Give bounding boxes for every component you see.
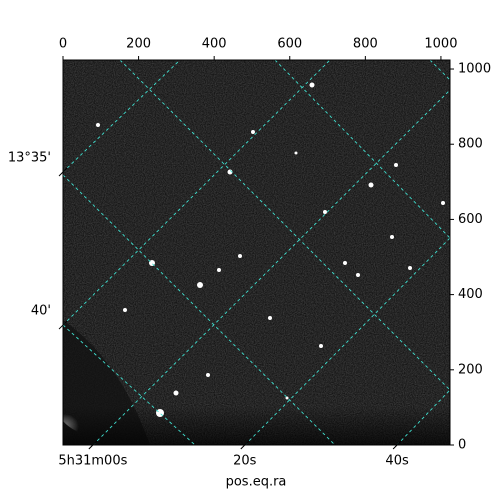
ra-tick (392, 440, 402, 450)
y-tick-label: 1000 (458, 62, 491, 77)
y-tick-label: 800 (458, 137, 483, 152)
x-tick-label: 1000 (424, 37, 457, 52)
sky-image (63, 60, 450, 445)
y-tick-label: 0 (458, 438, 466, 453)
y-tick-label: 200 (458, 362, 483, 377)
x-tick-label: 400 (202, 37, 227, 52)
ra-tick (240, 440, 250, 450)
y-tick-label: 400 (458, 287, 483, 302)
ra-tick-label: 20s (233, 454, 257, 469)
dec-tick-label: 40' (31, 304, 51, 319)
y-tick-label: 600 (458, 212, 483, 227)
x-tick-label: 600 (277, 37, 302, 52)
ra-tick (88, 440, 98, 450)
x-tick-label: 200 (126, 37, 151, 52)
ra-tick-label: 40s (385, 454, 409, 469)
coordinate-grid (63, 60, 450, 445)
x-tick-label: 800 (353, 37, 378, 52)
x-axis-label: pos.eq.ra (226, 475, 287, 490)
dec-tick (58, 320, 68, 330)
x-tick-label: 0 (59, 37, 67, 52)
dec-tick-label: 13°35' (8, 151, 51, 166)
plot-frame (62, 59, 451, 446)
ra-tick-label: 5h31m00s (58, 454, 127, 469)
dec-tick (58, 167, 68, 177)
